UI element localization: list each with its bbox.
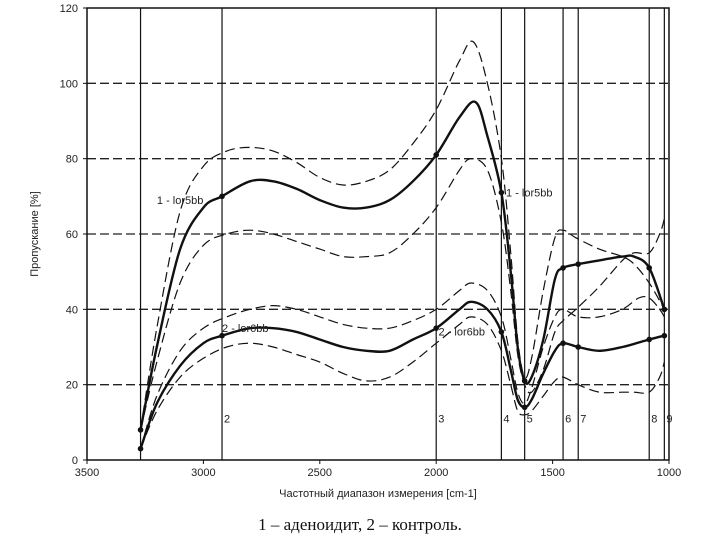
- data-point-0-3: [498, 189, 505, 196]
- data-point-0-5: [560, 265, 566, 271]
- y-axis-title: Пропускание [%]: [29, 191, 41, 276]
- data-point-3-2: [433, 325, 440, 331]
- y-tick-label-5: 100: [60, 78, 78, 90]
- y-tick-label-2: 40: [66, 304, 78, 316]
- x-axis-ticks: 3500 3000 2500 2000 1500 1000: [75, 460, 681, 479]
- data-point-3-1: [219, 332, 225, 339]
- vertical-marker-label-6: 7: [580, 413, 586, 425]
- data-point-0-0: [137, 427, 144, 433]
- y-tick-label-4: 80: [66, 154, 78, 166]
- y-axis-ticks: 0 20 40 60 80 100 120: [60, 3, 87, 467]
- data-point-3-0: [137, 445, 144, 452]
- y-tick-label-1: 20: [66, 380, 78, 392]
- data-point-0-7: [646, 265, 653, 271]
- series-annotation-1: 1 - lor5bb: [506, 187, 552, 199]
- data-point-0-6: [575, 261, 582, 267]
- x-tick-label-1: 3000: [191, 467, 215, 479]
- x-tick-label-2: 2500: [308, 467, 332, 479]
- y-tick-label-3: 60: [66, 229, 78, 241]
- y-tick-label-0: 0: [72, 455, 78, 467]
- data-point-3-6: [575, 344, 582, 350]
- vertical-marker-label-4: 5: [527, 413, 533, 425]
- data-point-3-7: [646, 336, 653, 343]
- vertical-marker-label-5: 6: [565, 413, 571, 425]
- data-point-0-2: [433, 152, 440, 158]
- series-line-1: [139, 40, 665, 430]
- y-tick-label-6: 120: [60, 3, 78, 15]
- series-line-5: [139, 316, 665, 449]
- data-point-0-4: [521, 378, 528, 384]
- data-point-3-8: [661, 332, 668, 339]
- chart-background: [0, 0, 720, 510]
- series-line-2: [139, 158, 665, 431]
- chart-annotations: 1 - lor5bb 1 - lor5bb 2 - lor6bb 2 - lor6bb: [157, 187, 553, 338]
- x-tick-label-4: 1500: [540, 467, 564, 479]
- series-annotation-2: 2 - lor6bb: [222, 323, 268, 335]
- x-tick-label-5: 1000: [657, 467, 681, 479]
- data-point-0-8: [661, 306, 668, 313]
- x-axis-title: Частотный диапазон измерения [cm-1]: [279, 488, 477, 500]
- x-tick-label-0: 3500: [75, 467, 99, 479]
- grid-lines: [87, 82, 669, 386]
- vertical-marker-label-1: 2: [224, 413, 230, 425]
- data-point-3-5: [560, 340, 566, 347]
- data-point-3-4: [521, 404, 528, 411]
- series-annotation-3: 2 - lor6bb: [439, 327, 485, 339]
- series-line-4: [139, 282, 665, 449]
- series-annotation-0: 1 - lor5bb: [157, 195, 203, 207]
- vertical-marker-label-2: 3: [438, 413, 444, 425]
- vertical-marker-label-3: 4: [503, 413, 509, 425]
- x-tick-label-3: 2000: [424, 467, 448, 479]
- series-markers: [137, 152, 668, 452]
- vertical-marker-label-7: 8: [651, 413, 657, 425]
- data-point-0-1: [219, 193, 225, 200]
- data-point-3-3: [498, 329, 505, 335]
- figure-caption: 1 – аденоидит, 2 – контроль.: [258, 515, 462, 534]
